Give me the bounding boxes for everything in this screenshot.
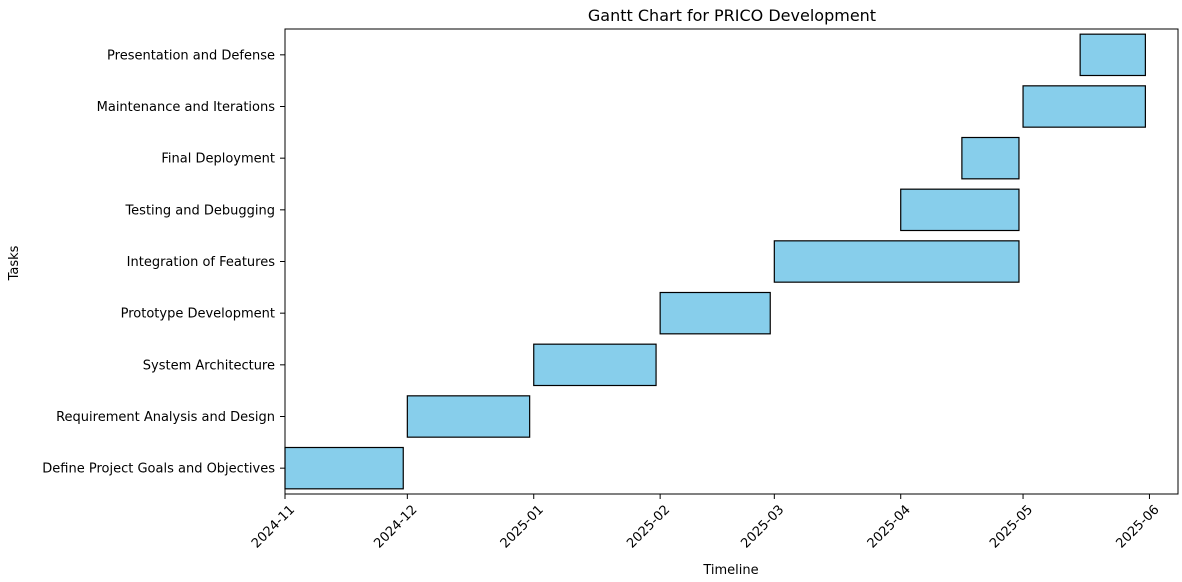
y-tick-label: Presentation and Defense	[107, 48, 275, 63]
x-axis: 2024-11 2024-12 2025-01 2025-02 2025-03 2025-…	[249, 494, 1163, 551]
task-bar	[773, 240, 1020, 283]
task-bar	[1022, 85, 1146, 128]
y-tick-label: Requirement Analysis and Design	[56, 410, 275, 425]
y-tick-label: Final Deployment	[161, 152, 275, 167]
task-bar	[659, 291, 771, 335]
task-bar	[1079, 33, 1146, 77]
y-tick-label: Testing and Debugging	[124, 203, 275, 218]
bars-layer	[284, 33, 1146, 490]
y-tick-label: Define Project Goals and Objectives	[42, 462, 275, 477]
task-bar	[533, 343, 657, 387]
x-tick-label: 2025-04	[865, 502, 914, 551]
x-tick-label: 2024-12	[371, 502, 420, 551]
x-tick-label: 2025-06	[1113, 502, 1162, 551]
y-tick-label: Integration of Features	[127, 255, 276, 270]
y-axis-label: Tasks	[7, 245, 22, 281]
task-bar	[406, 395, 531, 438]
x-tick-label: 2025-05	[987, 502, 1036, 551]
x-tick-label: 2025-01	[498, 502, 547, 551]
task-bar	[900, 188, 1020, 232]
chart-title: Gantt Chart for PRICO Development	[588, 6, 876, 25]
task-bar	[961, 136, 1020, 180]
y-tick-label: Prototype Development	[121, 307, 275, 322]
x-tick-label: 2025-03	[738, 502, 787, 551]
y-tick-label: System Architecture	[143, 358, 275, 373]
x-tick-label: 2024-11	[249, 502, 298, 551]
x-axis-label: Timeline	[702, 563, 758, 578]
y-tick-label: Maintenance and Iterations	[97, 100, 276, 115]
x-tick-label: 2025-02	[624, 502, 673, 551]
y-axis: Define Project Goals and Objectives Requi…	[42, 48, 285, 477]
task-bar	[284, 446, 404, 490]
